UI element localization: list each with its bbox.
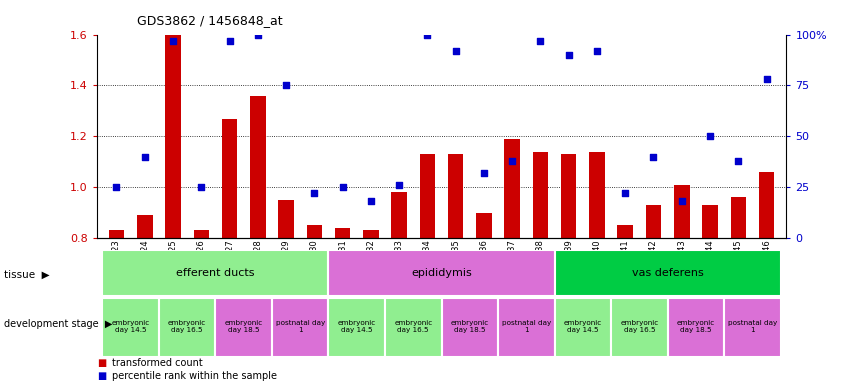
- Bar: [561, 154, 576, 238]
- Text: postnatal day
1: postnatal day 1: [502, 319, 551, 333]
- Text: transformed count: transformed count: [112, 358, 203, 368]
- Bar: [731, 197, 746, 238]
- Point: [590, 48, 604, 54]
- Bar: [391, 192, 407, 238]
- Text: embryonic
day 16.5: embryonic day 16.5: [168, 319, 206, 333]
- Text: embryonic
day 14.5: embryonic day 14.5: [337, 319, 376, 333]
- Point: [505, 158, 519, 164]
- Text: tissue  ▶: tissue ▶: [4, 270, 50, 280]
- Point: [194, 184, 208, 190]
- Point: [364, 199, 378, 205]
- Bar: [448, 154, 463, 238]
- Point: [703, 133, 717, 139]
- Bar: [307, 225, 322, 238]
- Text: embryonic
day 14.5: embryonic day 14.5: [112, 319, 150, 333]
- Point: [223, 38, 236, 44]
- Bar: [222, 119, 237, 238]
- Bar: [611, 298, 668, 357]
- Text: postnatal day
1: postnatal day 1: [727, 319, 777, 333]
- Text: embryonic
day 14.5: embryonic day 14.5: [563, 319, 602, 333]
- Bar: [363, 230, 378, 238]
- Bar: [590, 152, 605, 238]
- Bar: [103, 250, 329, 296]
- Point: [251, 31, 265, 38]
- Bar: [759, 172, 775, 238]
- Bar: [329, 298, 385, 357]
- Text: epididymis: epididymis: [411, 268, 472, 278]
- Bar: [137, 215, 152, 238]
- Text: embryonic
day 16.5: embryonic day 16.5: [621, 319, 659, 333]
- Bar: [108, 230, 124, 238]
- Point: [420, 31, 434, 38]
- Bar: [554, 298, 611, 357]
- Bar: [278, 200, 294, 238]
- Point: [279, 83, 293, 89]
- Bar: [103, 298, 159, 357]
- Text: percentile rank within the sample: percentile rank within the sample: [112, 371, 277, 381]
- Text: embryonic
day 18.5: embryonic day 18.5: [677, 319, 715, 333]
- Bar: [668, 298, 724, 357]
- Point: [393, 182, 406, 188]
- Point: [138, 154, 151, 160]
- Text: embryonic
day 16.5: embryonic day 16.5: [394, 319, 432, 333]
- Bar: [674, 185, 690, 238]
- Point: [534, 38, 547, 44]
- Point: [308, 190, 321, 196]
- Text: ■: ■: [97, 358, 106, 368]
- Bar: [442, 298, 498, 357]
- Bar: [505, 139, 520, 238]
- Point: [647, 154, 660, 160]
- Point: [675, 199, 689, 205]
- Point: [759, 76, 773, 83]
- Point: [562, 52, 575, 58]
- Bar: [193, 230, 209, 238]
- Text: ■: ■: [97, 371, 106, 381]
- Text: embryonic
day 18.5: embryonic day 18.5: [451, 319, 489, 333]
- Point: [732, 158, 745, 164]
- Point: [449, 48, 463, 54]
- Bar: [554, 250, 780, 296]
- Text: development stage  ▶: development stage ▶: [4, 319, 113, 329]
- Bar: [329, 250, 554, 296]
- Bar: [724, 298, 780, 357]
- Bar: [272, 298, 329, 357]
- Text: embryonic
day 18.5: embryonic day 18.5: [225, 319, 262, 333]
- Bar: [476, 213, 492, 238]
- Bar: [335, 228, 351, 238]
- Bar: [532, 152, 548, 238]
- Point: [167, 38, 180, 44]
- Point: [477, 170, 490, 176]
- Point: [336, 184, 349, 190]
- Bar: [617, 225, 633, 238]
- Bar: [385, 298, 442, 357]
- Bar: [159, 298, 215, 357]
- Text: postnatal day
1: postnatal day 1: [276, 319, 325, 333]
- Bar: [250, 96, 266, 238]
- Text: GDS3862 / 1456848_at: GDS3862 / 1456848_at: [137, 14, 283, 27]
- Bar: [420, 154, 435, 238]
- Text: efferent ducts: efferent ducts: [176, 268, 255, 278]
- Text: vas deferens: vas deferens: [632, 268, 704, 278]
- Bar: [702, 205, 718, 238]
- Point: [110, 184, 124, 190]
- Bar: [215, 298, 272, 357]
- Bar: [165, 35, 181, 238]
- Point: [618, 190, 632, 196]
- Bar: [646, 205, 661, 238]
- Bar: [498, 298, 554, 357]
